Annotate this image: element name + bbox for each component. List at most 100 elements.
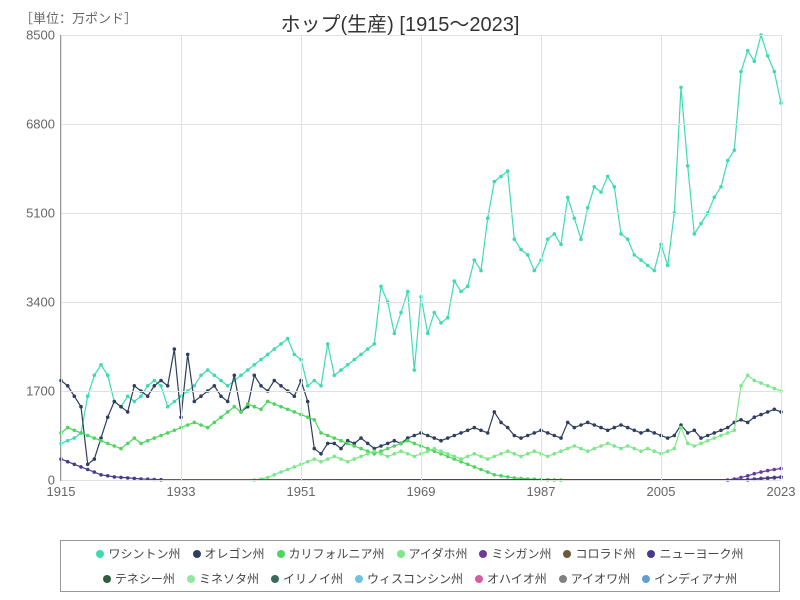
- series-marker: [333, 374, 337, 378]
- series-marker: [159, 384, 163, 388]
- series-marker: [486, 216, 490, 220]
- series-marker: [653, 449, 657, 453]
- series-marker: [459, 457, 463, 461]
- series-marker: [306, 460, 310, 464]
- series-marker: [339, 368, 343, 372]
- series-marker: [746, 374, 750, 378]
- series-marker: [626, 426, 630, 430]
- legend-item: ワシントン州: [96, 545, 180, 562]
- series-marker: [606, 429, 610, 433]
- series-marker: [133, 400, 137, 404]
- series-marker: [106, 474, 110, 478]
- series-marker: [746, 421, 750, 425]
- series-marker: [66, 460, 70, 464]
- series-marker: [99, 473, 103, 477]
- series-marker: [253, 363, 257, 367]
- series-marker: [319, 384, 323, 388]
- gridline-h: [61, 480, 781, 481]
- series-marker: [113, 475, 117, 479]
- series-marker: [266, 476, 270, 480]
- series-marker: [233, 405, 237, 409]
- series-marker: [266, 400, 270, 404]
- series-marker: [713, 196, 717, 200]
- series-marker: [413, 455, 417, 459]
- series-marker: [553, 232, 557, 236]
- series-marker: [639, 431, 643, 435]
- series-marker: [619, 232, 623, 236]
- series-marker: [526, 434, 530, 438]
- series-marker: [499, 474, 503, 478]
- series-marker: [639, 258, 643, 262]
- xtick-label: 2023: [767, 484, 796, 499]
- chart-container: ［単位：万ポンド］ ホップ(生産) [1915～2023] 0170034005…: [0, 0, 800, 600]
- series-marker: [593, 447, 597, 451]
- series-marker: [86, 434, 90, 438]
- series-marker: [546, 237, 550, 241]
- series-marker: [159, 379, 163, 383]
- legend-label: ウィスコンシン州: [367, 570, 463, 587]
- series-marker: [493, 455, 497, 459]
- series-marker: [66, 439, 70, 443]
- series-marker: [559, 449, 563, 453]
- series-marker: [739, 70, 743, 74]
- series-marker: [186, 423, 190, 427]
- series-marker: [386, 455, 390, 459]
- series-marker: [173, 347, 177, 351]
- xtick-label: 1915: [47, 484, 76, 499]
- legend-item: カリフォルニア州: [277, 545, 385, 562]
- series-marker: [673, 434, 677, 438]
- series-marker: [466, 285, 470, 289]
- legend-marker-icon: [397, 550, 405, 558]
- series-marker: [673, 447, 677, 451]
- ytick-label: 1700: [26, 384, 55, 399]
- series-marker: [273, 379, 277, 383]
- series-marker: [93, 374, 97, 378]
- ytick-label: 6800: [26, 117, 55, 132]
- series-marker: [499, 175, 503, 179]
- series-marker: [213, 421, 217, 425]
- series-marker: [646, 429, 650, 433]
- series-marker: [666, 449, 670, 453]
- series-marker: [339, 457, 343, 461]
- series-marker: [686, 431, 690, 435]
- series-marker: [553, 434, 557, 438]
- legend-item: アイオワ州: [559, 570, 630, 587]
- series-marker: [306, 384, 310, 388]
- series-marker: [433, 311, 437, 315]
- series-marker: [146, 439, 150, 443]
- series-marker: [713, 431, 717, 435]
- series-marker: [533, 269, 537, 273]
- series-marker: [466, 429, 470, 433]
- legend-marker-icon: [563, 550, 571, 558]
- series-marker: [713, 436, 717, 440]
- legend-item: インディアナ州: [642, 570, 737, 587]
- series-marker: [226, 384, 230, 388]
- series-marker: [386, 447, 390, 451]
- series-marker: [326, 434, 330, 438]
- series-marker: [773, 476, 777, 480]
- legend-label: オレゴン州: [205, 545, 265, 562]
- legend-label: ミネソタ州: [199, 570, 259, 587]
- series-marker: [726, 426, 730, 430]
- series-marker: [319, 460, 323, 464]
- series-marker: [206, 426, 210, 430]
- series-marker: [686, 442, 690, 446]
- series-marker: [693, 232, 697, 236]
- gridline-v: [61, 35, 62, 480]
- series-marker: [279, 470, 283, 474]
- series-marker: [353, 358, 357, 362]
- series-marker: [406, 452, 410, 456]
- series-marker: [139, 442, 143, 446]
- legend-marker-icon: [193, 550, 201, 558]
- legend-label: インディアナ州: [654, 570, 737, 587]
- series-marker: [66, 384, 70, 388]
- series-marker: [393, 444, 397, 448]
- series-marker: [513, 237, 517, 241]
- series-marker: [126, 394, 130, 398]
- series-marker: [146, 384, 150, 388]
- series-marker: [566, 196, 570, 200]
- series-marker: [566, 447, 570, 451]
- series-marker: [99, 363, 103, 367]
- ytick-label: 8500: [26, 28, 55, 43]
- series-marker: [79, 405, 83, 409]
